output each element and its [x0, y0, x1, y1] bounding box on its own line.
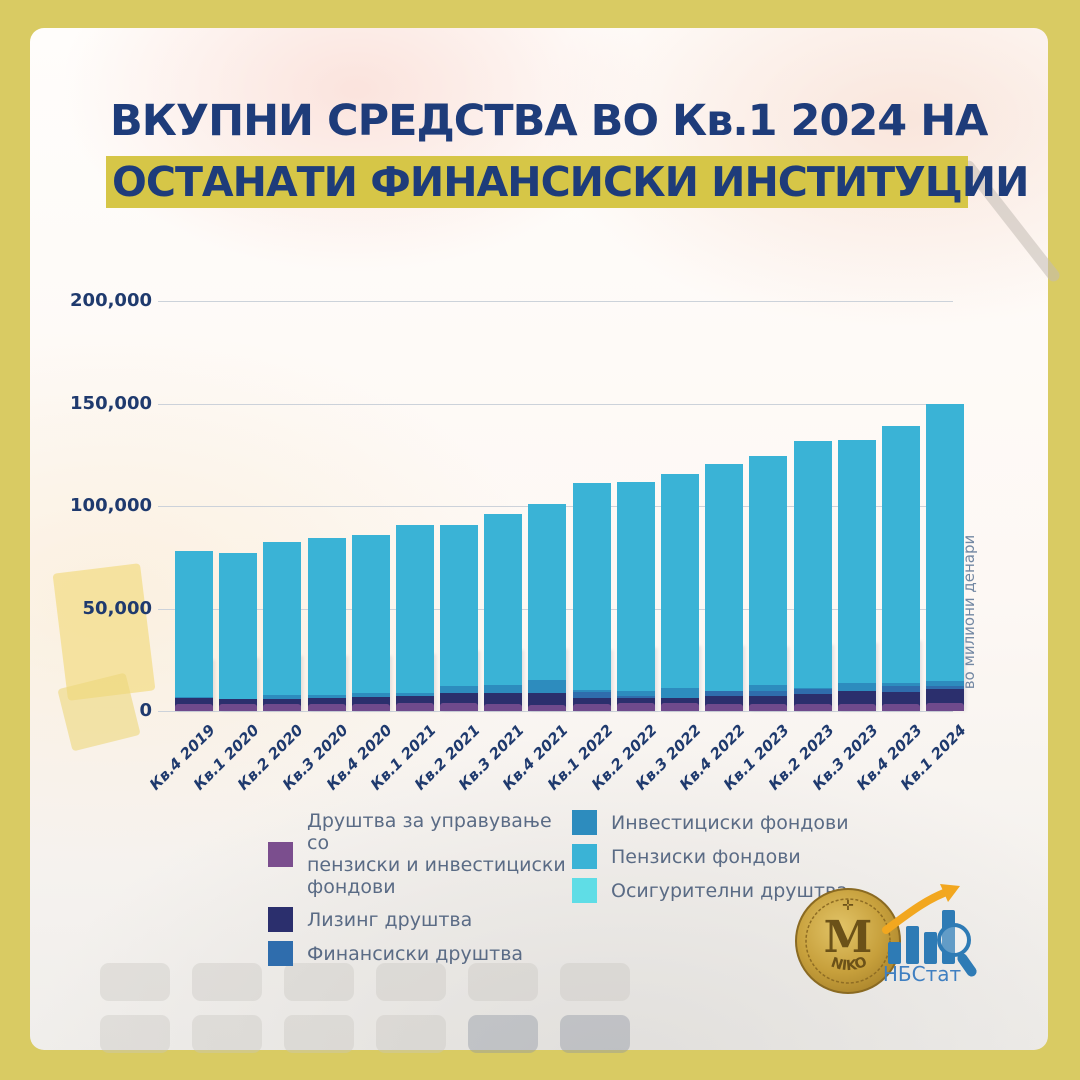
y-tick-label: 100,000 — [70, 495, 152, 516]
legend-item: Финансиски друштва — [268, 941, 568, 966]
bar-segment — [705, 463, 744, 711]
bar-segment — [307, 704, 346, 711]
photo-calculator-key — [192, 1015, 262, 1053]
bar-segment — [837, 704, 876, 711]
photo-calculator-key — [468, 1015, 538, 1053]
magnifier-icon — [937, 923, 977, 977]
photo-sticky-note — [52, 563, 156, 701]
legend-label: Осигурителни друштва — [611, 879, 848, 902]
legend-column-left: Друштва за управување со пензиски и инвес… — [268, 810, 568, 966]
bar-segment — [616, 703, 655, 711]
bar-segment — [484, 704, 523, 711]
bar-segment — [881, 426, 920, 711]
legend-column-right: Инвестициски фондови Пензиски фондови Осиг… — [572, 810, 872, 903]
y-tick-label: 50,000 — [82, 597, 152, 619]
legend-label: Финансиски друштва — [307, 942, 524, 965]
coin-inscription: NIKO — [829, 954, 870, 974]
bar-segment — [440, 524, 479, 711]
logo-arrowhead — [940, 884, 960, 902]
gridline — [158, 711, 953, 712]
bar-segment — [926, 403, 965, 711]
bar-segment — [926, 703, 965, 711]
legend-item: Инвестициски фондови — [572, 810, 872, 835]
legend-swatch — [572, 810, 597, 835]
photo-calculator-key — [284, 963, 354, 1001]
photo-calculator-key — [376, 963, 446, 1001]
legend-label: Инвестициски фондови — [611, 811, 849, 834]
coin-logo: M ✛ NIKO — [793, 886, 903, 1000]
legend-swatch — [268, 941, 293, 966]
bar-segment — [263, 541, 302, 711]
photo-calculator-key — [560, 963, 630, 1001]
y-tick-label: 200,000 — [70, 290, 152, 311]
legend-item: Лизинг друштва — [268, 907, 568, 932]
photo-calculator-key — [376, 1015, 446, 1053]
page-subtitle: ОСТАНАТИ ФИНАНСИСКИ ИНСТИТУЦИИ — [112, 158, 1029, 206]
photo-calculator-key — [560, 1015, 630, 1053]
legend-swatch — [268, 907, 293, 932]
legend-swatch — [572, 878, 597, 903]
bar-segment — [263, 704, 302, 711]
y-axis-unit-label: во милиони денари — [960, 534, 978, 690]
photo-calculator-key — [100, 1015, 170, 1053]
bar-segment — [307, 537, 346, 711]
legend-item: Пензиски фондови — [572, 844, 872, 869]
bar-segment — [219, 552, 258, 711]
bar-segment — [660, 474, 699, 711]
bar-segment — [528, 705, 567, 711]
photo-calculator-key — [192, 963, 262, 1001]
bar-segment — [793, 440, 832, 711]
bar-segment — [484, 513, 523, 711]
logo-text: НБСтат — [883, 962, 962, 986]
gridline — [158, 301, 953, 302]
gridline — [158, 403, 953, 405]
bar-segment — [660, 703, 699, 711]
legend-label: Пензиски фондови — [611, 845, 801, 868]
bar-segment — [749, 455, 788, 711]
bar-segment — [440, 703, 479, 711]
photo-calculator-key — [284, 1015, 354, 1053]
bar-segment — [351, 534, 390, 711]
bar-segment — [395, 524, 434, 711]
bar-segment — [837, 439, 876, 711]
svg-text:✛: ✛ — [842, 898, 854, 914]
bar-segment — [351, 704, 390, 711]
bar-segment — [528, 503, 567, 711]
coin-circle — [795, 888, 901, 994]
bar-segment — [749, 704, 788, 711]
legend-label: Друштва за управување со пензиски и инвес… — [307, 810, 566, 898]
legend-swatch — [572, 844, 597, 869]
nbstat-logo: НБСтат — [880, 882, 985, 991]
legend-item: Друштва за управување со пензиски и инвес… — [268, 810, 568, 898]
page-subtitle-highlight: ОСТАНАТИ ФИНАНСИСКИ ИНСТИТУЦИИ — [106, 156, 1029, 208]
legend-item: Осигурителни друштва — [572, 878, 872, 903]
coin-letter-m: M — [824, 912, 873, 963]
bar-segment — [219, 704, 258, 711]
bar-segment — [881, 704, 920, 711]
photo-calculator-key — [468, 963, 538, 1001]
bar-segment — [572, 483, 611, 711]
legend-swatch — [268, 841, 293, 867]
bar-segment — [705, 704, 744, 711]
bar-segment — [175, 550, 213, 711]
bar-segment — [616, 482, 655, 711]
page-title: ВКУПНИ СРЕДСТВА ВО Кв.1 2024 НА — [110, 96, 988, 146]
y-tick-label: 150,000 — [70, 392, 152, 414]
bar-segment — [175, 704, 213, 711]
bar-segment — [395, 703, 434, 711]
bar-segment — [793, 704, 832, 711]
bar-segment — [572, 704, 611, 711]
legend-label: Лизинг друштва — [307, 908, 473, 931]
photo-calculator-key — [100, 963, 170, 1001]
y-tick-label: 0 — [139, 700, 152, 721]
